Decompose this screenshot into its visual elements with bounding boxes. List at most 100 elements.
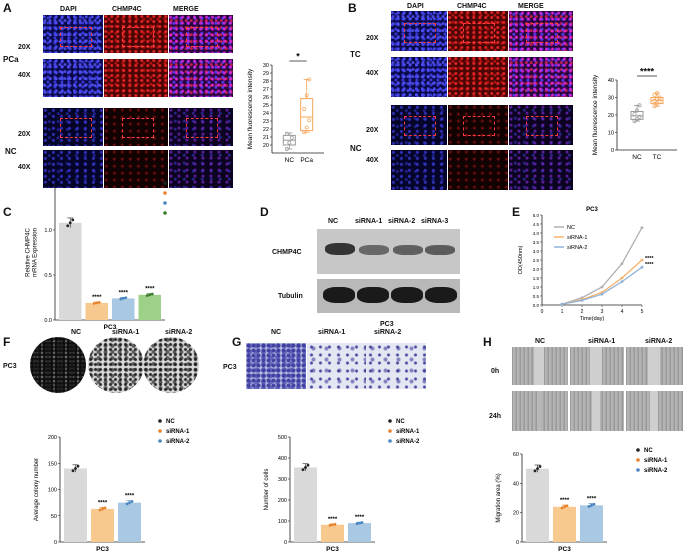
b-row-40x: 40X	[366, 70, 379, 77]
a-row-40x: 40X	[18, 72, 31, 79]
d-protein-chmp4c: CHMP4C	[272, 249, 302, 256]
b-zoom-box	[463, 116, 495, 136]
data-point	[538, 465, 542, 468]
y-tick-label: 30	[263, 63, 269, 69]
b-tc-20x-merge	[509, 11, 573, 51]
y-tick-label: 400	[278, 456, 287, 462]
a-group-pca: PCa	[3, 55, 19, 64]
h-row-24h: 24h	[489, 413, 502, 420]
y-tick-label: 500	[278, 435, 287, 441]
x-tick-label: 2	[581, 309, 584, 315]
x-tick-label: PCa	[300, 157, 313, 164]
y-tick-label: 21	[263, 135, 269, 141]
series-point	[600, 285, 604, 289]
a-row-20x: 20X	[18, 131, 31, 138]
x-tick-label: TC	[653, 154, 662, 161]
y-tick-label: 0	[516, 540, 519, 546]
data-point	[76, 464, 80, 468]
series-point	[600, 292, 604, 296]
legend-marker	[163, 181, 167, 185]
data-point	[652, 99, 657, 103]
legend-label: siRNA-1	[567, 235, 587, 241]
x-tick-label: 3	[601, 309, 604, 315]
panel-letter-b: B	[348, 1, 357, 15]
a-nc-20x-merge	[169, 108, 233, 146]
y-axis-label: mRNA Expression	[33, 228, 39, 277]
series-point	[640, 258, 644, 262]
data-point	[95, 301, 99, 305]
panel-letter-g: G	[232, 335, 242, 349]
legend-label: NC	[166, 419, 175, 425]
panel-letter-d: D	[260, 205, 269, 219]
d-protein-tubulin: Tubulin	[278, 293, 303, 300]
significance-label: *	[296, 52, 300, 62]
g-barchart: 0 100 200 300 400 500 Number of cells **** **** P…	[264, 419, 420, 553]
d-lane-sirna3: siRNA-3	[421, 218, 449, 225]
series-point	[560, 302, 564, 306]
y-tick-label: 22	[263, 127, 269, 133]
legend-marker	[388, 429, 392, 433]
f-plate-sirna2	[143, 337, 199, 393]
x-tick-label: 1	[561, 309, 564, 315]
legend-marker	[163, 211, 167, 215]
data-point	[565, 504, 569, 508]
h-wound-sirna2-0h	[626, 347, 683, 385]
data-point	[637, 114, 642, 119]
h-wound-nc-0h	[512, 347, 568, 385]
y-tick-label: 3.5	[533, 240, 540, 245]
y-axis-label: Mean fluorescence intensity	[247, 68, 254, 149]
g-lane-sirna1: siRNA-1	[318, 329, 346, 336]
data-point	[328, 523, 332, 527]
data-point	[635, 108, 639, 113]
b-nc-40x-dapi	[391, 150, 447, 190]
h-barchart: 0 20 40 60 Migration area (%) **** **** PC3 NC si…	[496, 448, 668, 553]
y-tick-label: 60	[513, 452, 519, 458]
data-point	[71, 218, 75, 222]
bar	[553, 506, 576, 542]
legend-marker	[636, 468, 640, 472]
g-transwell-sirna1	[307, 343, 367, 389]
y-tick-label: 4.0	[533, 231, 540, 236]
y-tick-label: 10	[608, 131, 614, 137]
b-tc-40x-chmp4c	[448, 57, 508, 97]
f-plate-nc	[30, 337, 86, 393]
data-point	[657, 95, 662, 100]
y-tick-label: 2.5	[533, 258, 540, 263]
y-tick-label: 150	[48, 461, 57, 467]
b-zoom-box	[404, 116, 436, 136]
h-wound-nc-24h	[512, 391, 568, 431]
data-point	[360, 521, 364, 524]
data-point	[635, 116, 639, 121]
b-nc-40x-chmp4c	[448, 150, 508, 190]
series-line	[561, 259, 643, 305]
y-tick-label: 40	[608, 78, 614, 84]
x-axis-label: PC3	[104, 324, 117, 331]
data-point	[331, 523, 334, 527]
a-pca-20x-dapi	[43, 15, 103, 53]
data-point	[289, 135, 294, 140]
legend-label: siRNA-1	[396, 429, 420, 435]
significance-label: ****	[355, 515, 365, 521]
bar	[64, 468, 87, 542]
data-point	[148, 293, 152, 297]
b-tc-40x-merge	[509, 57, 573, 97]
legend-marker	[163, 191, 167, 195]
h-wound-sirna1-0h	[570, 347, 624, 385]
x-axis-label: PC3	[326, 546, 339, 553]
data-point	[306, 463, 310, 467]
y-tick-label: 27	[263, 87, 269, 93]
y-axis-label: Migration area (%)	[496, 473, 502, 522]
legend-marker	[388, 419, 392, 423]
data-point	[97, 300, 101, 304]
d-lane-nc: NC	[328, 218, 339, 225]
a-col-dapi: DAPI	[60, 6, 77, 13]
legend-marker	[158, 419, 162, 423]
g-row-label: PC3	[223, 364, 237, 371]
series-point	[640, 226, 644, 229]
significance-label: ****	[119, 290, 129, 296]
legend-label: siRNA-2	[166, 439, 190, 445]
bar	[580, 505, 603, 542]
y-tick-label: 0	[54, 540, 57, 546]
data-point	[101, 507, 104, 511]
y-tick-label: 20	[608, 113, 614, 119]
